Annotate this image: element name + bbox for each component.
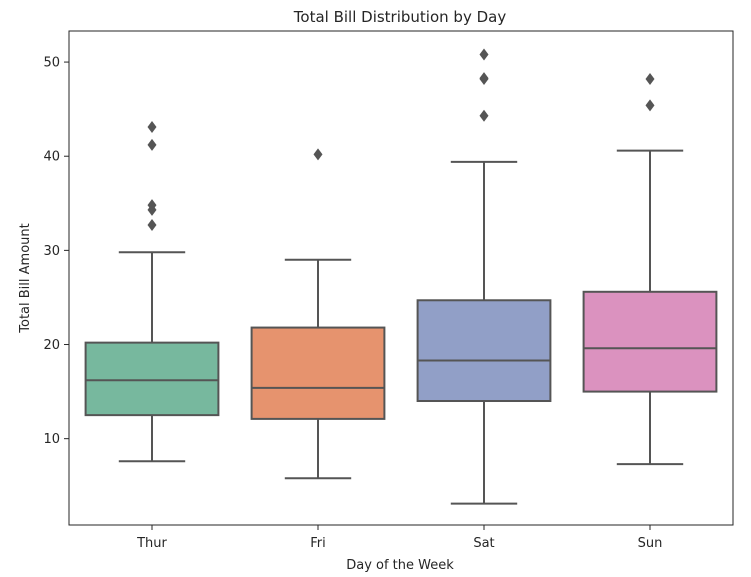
outlier-point — [645, 99, 655, 112]
y-tick-label: 10 — [43, 432, 60, 447]
plot-frame — [68, 30, 734, 526]
x-tick-label: Sat — [473, 536, 494, 551]
outlier-point — [147, 218, 157, 231]
y-axis-label: Total Bill Amount — [18, 223, 33, 333]
box-group-sat — [416, 48, 552, 505]
outlier-point — [147, 138, 157, 151]
outlier-point — [645, 73, 655, 86]
y-axis: 10 20 30 40 50 — [43, 56, 69, 447]
iqr-box — [582, 290, 718, 393]
y-tick-label: 30 — [43, 244, 60, 259]
x-tick-label: Sun — [638, 536, 663, 551]
outlier-point — [313, 148, 323, 161]
x-axis: Thur Fri Sat Sun — [136, 525, 662, 551]
plot-area — [84, 48, 718, 505]
iqr-box — [84, 341, 220, 417]
box-group-sun — [582, 73, 718, 466]
box-group-fri — [250, 148, 386, 480]
iqr-box — [250, 326, 386, 420]
y-tick-label: 40 — [43, 150, 60, 165]
iqr-box — [416, 299, 552, 403]
outlier-point — [479, 73, 489, 86]
x-axis-label: Day of the Week — [346, 558, 454, 573]
outlier-point — [479, 109, 489, 122]
y-tick-label: 20 — [43, 338, 60, 353]
outlier-point — [147, 121, 157, 134]
outlier-point — [479, 48, 489, 61]
x-tick-label: Thur — [136, 536, 167, 551]
y-tick-label: 50 — [43, 56, 60, 71]
chart-title: Total Bill Distribution by Day — [293, 8, 507, 26]
box-group-thur — [84, 121, 220, 463]
x-tick-label: Fri — [310, 536, 326, 551]
outlier-point — [147, 199, 157, 212]
